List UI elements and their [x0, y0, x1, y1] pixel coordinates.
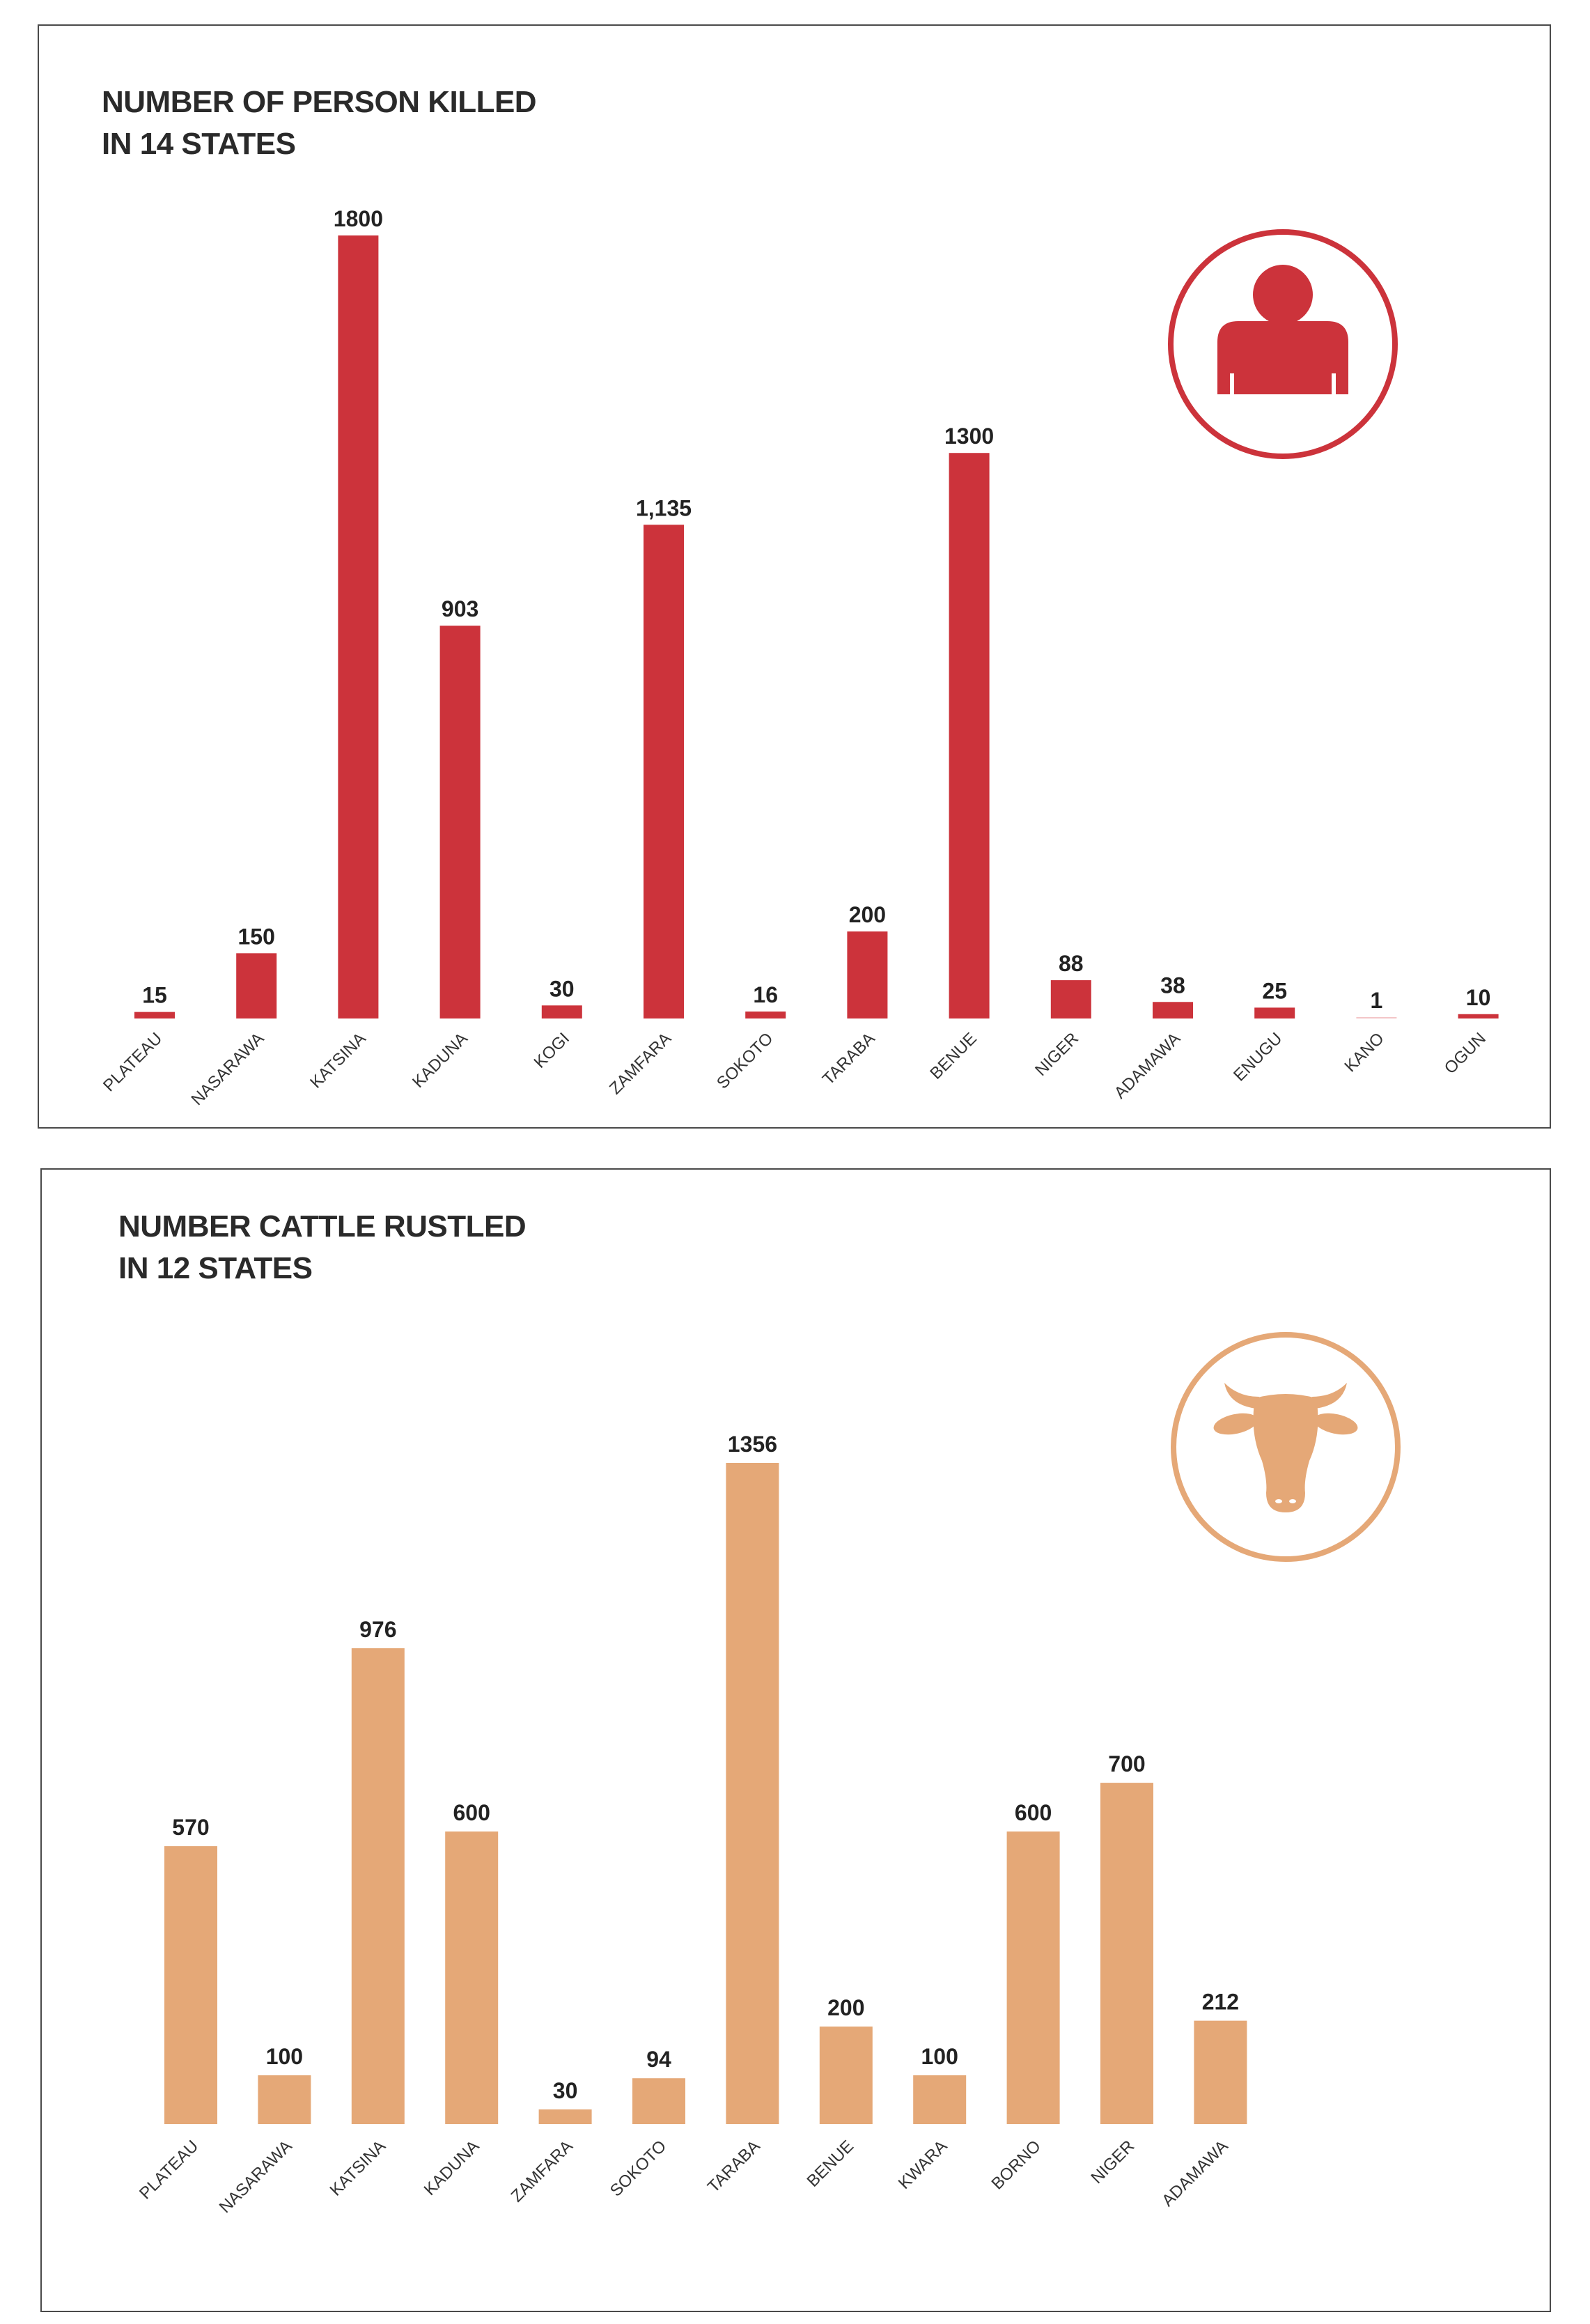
cattle-bar-chart: 570 PLATEAU 100 NASARAWA 976 KATSINA 600 KADUNA… [136, 1332, 1401, 2217]
killed-bar-chart: 15 PLATEAU 150 NASARAWA 1800 KATSINA 903 KADUNA… [100, 206, 1499, 1109]
person-icon [1168, 229, 1398, 459]
cattle-title-line-2: IN 12 STATES [118, 1251, 313, 1285]
value-label-katsina: 1800 [334, 206, 383, 231]
category-label-sokoto: SOKOTO [713, 1029, 777, 1092]
bar-borno [1006, 1831, 1060, 2124]
category-label-nasarawa: NASARAWA [216, 2137, 296, 2217]
bar-kano [1356, 1017, 1397, 1018]
value-label-benue: 200 [827, 1995, 864, 2020]
category-label-niger: NIGER [1087, 2137, 1138, 2187]
bar-kaduna [439, 626, 481, 1018]
bar-kwara [913, 2075, 967, 2124]
category-label-benue: BENUE [926, 1029, 981, 1083]
category-label-taraba: TARABA [819, 1029, 879, 1089]
bar-adamawa [1194, 2020, 1247, 2124]
bar-ogun [1458, 1014, 1499, 1018]
bar-nasarawa [258, 2075, 311, 2124]
bar-enugu [1254, 1007, 1295, 1018]
value-label-kaduna: 600 [453, 1800, 490, 1825]
bar-katsina [351, 1648, 405, 2124]
value-label-ogun: 10 [1466, 985, 1491, 1010]
killed-title-line-1: NUMBER OF PERSON KILLED [102, 85, 537, 119]
value-label-taraba: 1356 [728, 1432, 777, 1457]
killed-chart-panel: NUMBER OF PERSON KILLED IN 14 STATES 15 P… [38, 24, 1551, 1129]
category-label-plateau: PLATEAU [136, 2137, 202, 2203]
category-label-kogi: KOGI [531, 1029, 574, 1072]
value-label-enugu: 25 [1262, 978, 1287, 1003]
bar-katsina [338, 235, 379, 1018]
value-label-kwara: 100 [921, 2044, 958, 2069]
value-label-taraba: 200 [849, 902, 886, 927]
category-label-niger: NIGER [1031, 1029, 1082, 1080]
category-label-sokoto: SOKOTO [607, 2137, 670, 2200]
killed-chart-title: NUMBER OF PERSON KILLED IN 14 STATES [102, 82, 537, 165]
value-label-kogi: 30 [550, 976, 575, 1001]
value-label-benue: 1300 [944, 424, 994, 449]
value-label-niger: 700 [1108, 1751, 1145, 1776]
value-label-sokoto: 94 [646, 2047, 671, 2072]
bar-taraba [726, 1463, 779, 2124]
bull-icon [1171, 1332, 1401, 1562]
category-label-adamawa: ADAMAWA [1111, 1029, 1185, 1103]
value-label-katsina: 976 [359, 1617, 396, 1642]
bar-plateau [164, 1846, 217, 2124]
value-label-kano: 1 [1371, 988, 1383, 1013]
bar-zamfara [538, 2109, 592, 2124]
bar-zamfara [644, 525, 684, 1018]
bar-taraba [847, 931, 888, 1018]
bar-plateau [134, 1012, 175, 1018]
category-label-benue: BENUE [803, 2137, 857, 2191]
category-label-nasarawa: NASARAWA [187, 1029, 267, 1109]
value-label-kaduna: 903 [442, 596, 478, 621]
category-label-kaduna: KADUNA [409, 1029, 471, 1092]
bar-niger [1100, 1783, 1153, 2124]
category-label-kaduna: KADUNA [421, 2137, 483, 2199]
category-label-katsina: KATSINA [327, 2137, 389, 2199]
category-label-enugu: ENUGU [1230, 1029, 1286, 1085]
value-label-nasarawa: 100 [266, 2044, 303, 2069]
bar-niger [1050, 980, 1091, 1018]
value-label-plateau: 570 [172, 1815, 209, 1840]
cattle-title-line-1: NUMBER CATTLE RUSTLED [118, 1209, 527, 1244]
category-label-borno: BORNO [988, 2137, 1045, 2193]
bar-kaduna [445, 1831, 499, 2124]
value-label-sokoto: 16 [753, 982, 778, 1007]
bar-benue [819, 2027, 873, 2124]
value-label-plateau: 15 [142, 983, 167, 1008]
category-label-taraba: TARABA [704, 2137, 764, 2197]
category-label-ogun: OGUN [1441, 1029, 1490, 1078]
category-label-kwara: KWARA [895, 2137, 951, 2193]
value-label-nasarawa: 150 [238, 924, 275, 949]
category-label-katsina: KATSINA [306, 1029, 369, 1092]
category-label-adamawa: ADAMAWA [1158, 2137, 1232, 2210]
value-label-adamawa: 212 [1202, 1990, 1239, 2015]
cattle-chart-panel: NUMBER CATTLE RUSTLED IN 12 STATES 570 PL… [40, 1168, 1551, 2312]
bar-nasarawa [236, 953, 277, 1018]
value-label-zamfara: 30 [553, 2078, 578, 2103]
bar-adamawa [1153, 1002, 1193, 1018]
category-label-zamfara: ZAMFARA [508, 2137, 577, 2206]
bar-sokoto [745, 1012, 786, 1018]
value-label-borno: 600 [1015, 1800, 1052, 1825]
bar-kogi [541, 1005, 582, 1018]
value-label-adamawa: 38 [1160, 973, 1185, 998]
category-label-kano: KANO [1341, 1029, 1387, 1076]
category-label-plateau: PLATEAU [100, 1029, 166, 1095]
value-label-zamfara: 1,135 [636, 495, 692, 520]
category-label-zamfara: ZAMFARA [606, 1029, 675, 1098]
bar-benue [949, 453, 990, 1018]
cattle-chart-title: NUMBER CATTLE RUSTLED IN 12 STATES [118, 1206, 527, 1289]
value-label-niger: 88 [1059, 951, 1084, 976]
killed-title-line-2: IN 14 STATES [102, 127, 296, 161]
bar-sokoto [632, 2078, 685, 2124]
